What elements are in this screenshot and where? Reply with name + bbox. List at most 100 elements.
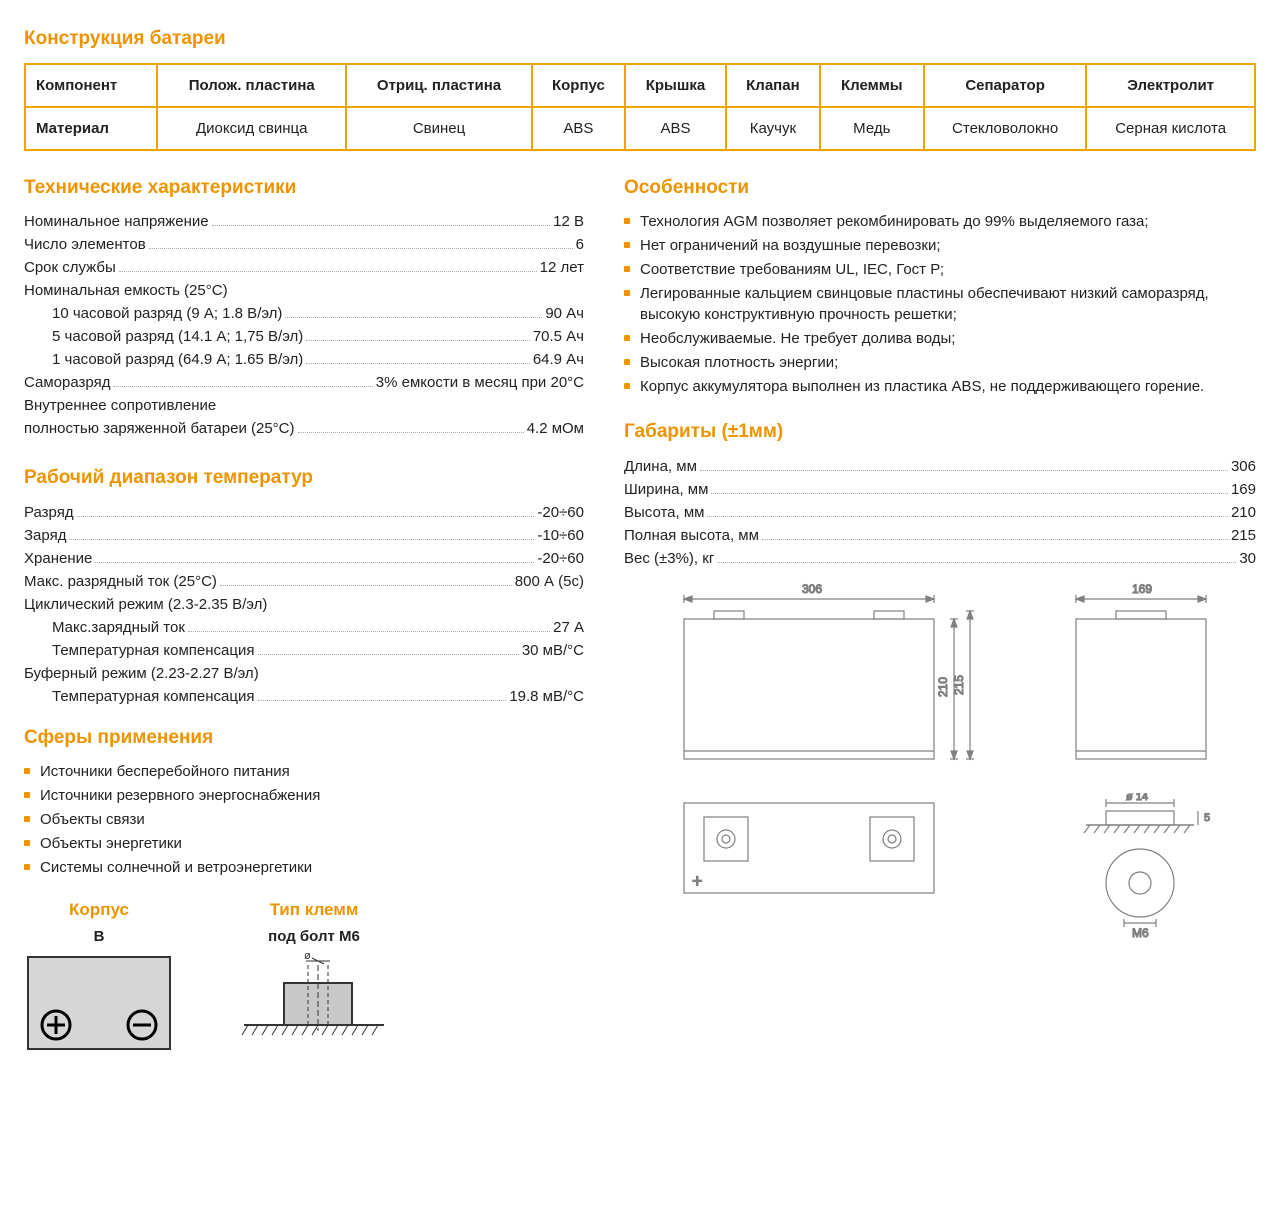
table-header: Сепаратор — [924, 64, 1086, 107]
case-diagram-subtitle: B — [24, 926, 174, 947]
spec-label: 1 часовой разряд (64.9 А; 1.65 В/эл) — [52, 349, 303, 370]
spec-label: полностью заряженной батареи (25°С) — [24, 418, 295, 439]
spec-label: Температурная компенсация — [52, 686, 255, 707]
list-item: Соответствие требованиям UL, IEC, Гост Р… — [624, 259, 1256, 280]
svg-text:M6: M6 — [1132, 926, 1149, 940]
spec-line: 1 часовой разряд (64.9 А; 1.65 В/эл) 64.9… — [24, 349, 584, 370]
spec-label: Хранение — [24, 548, 92, 569]
spec-label: Макс. разрядный ток (25°С) — [24, 571, 217, 592]
leader-dots — [717, 562, 1236, 563]
table-cell: Медь — [820, 107, 924, 150]
case-icon — [24, 953, 174, 1053]
spec-label: Номинальная емкость (25°С) — [24, 280, 584, 301]
top-view-drawing: + — [654, 793, 984, 903]
leader-dots — [258, 700, 507, 701]
spec-label: Буферный режим (2.23-2.27 В/эл) — [24, 663, 584, 684]
spec-label: Полная высота, мм — [624, 525, 759, 546]
spec-line: полностью заряженной батареи (25°С)4.2 м… — [24, 418, 584, 439]
table-cell: Свинец — [346, 107, 532, 150]
spec-value: 169 — [1231, 479, 1256, 500]
spec-line: Разряд -20÷60 — [24, 502, 584, 523]
leader-dots — [149, 248, 573, 249]
leader-dots — [212, 225, 551, 226]
spec-line: Высота, мм 210 — [624, 502, 1256, 523]
side-view-drawing: 169 — [1056, 581, 1226, 781]
construction-title: Конструкция батареи — [24, 26, 1256, 53]
case-diagram: Корпус B — [24, 898, 174, 1053]
table-header: Крышка — [625, 64, 726, 107]
terminal-diagram-subtitle: под болт M6 — [234, 926, 394, 947]
spec-line: Срок службы12 лет — [24, 257, 584, 278]
table-header: Отриц. пластина — [346, 64, 532, 107]
spec-value: -20÷60 — [537, 502, 584, 523]
table-header: Клеммы — [820, 64, 924, 107]
leader-dots — [711, 493, 1228, 494]
spec-value: 30 — [1239, 548, 1256, 569]
table-header: Клапан — [726, 64, 820, 107]
table-cell: Серная кислота — [1086, 107, 1255, 150]
spec-value: 19.8 мВ/°С — [509, 686, 584, 707]
construction-table: КомпонентПолож. пластинаОтриц. пластинаК… — [24, 63, 1256, 151]
spec-line: Макс. разрядный ток (25°С)800 А (5с) — [24, 571, 584, 592]
spec-value: 3% емкости в месяц при 20°С — [376, 372, 584, 393]
spec-label: Вес (±3%), кг — [624, 548, 714, 569]
specs-title: Технические характеристики — [24, 175, 584, 202]
case-diagram-title: Корпус — [24, 898, 174, 922]
spec-label: Высота, мм — [624, 502, 704, 523]
leader-dots — [188, 631, 550, 632]
svg-text:306: 306 — [802, 582, 822, 596]
leader-dots — [707, 516, 1227, 517]
dimensions-title: Габариты (±1мм) — [624, 419, 1256, 446]
terminal-diagram-title: Тип клемм — [234, 898, 394, 922]
dimensions-list: Длина, мм306Ширина, мм169Высота, мм210По… — [624, 456, 1256, 569]
table-cell: Диоксид свинца — [157, 107, 346, 150]
list-item: Объекты связи — [24, 809, 584, 830]
leader-dots — [258, 654, 519, 655]
spec-label: Внутреннее сопротивление — [24, 395, 584, 416]
spec-value: 210 — [1231, 502, 1256, 523]
svg-text:210: 210 — [936, 676, 950, 696]
svg-text:+: + — [692, 871, 703, 891]
table-header: Корпус — [532, 64, 625, 107]
front-view-drawing: 306 210 215 — [654, 581, 984, 781]
leader-dots — [220, 585, 512, 586]
terminal-icon: ø — [234, 953, 394, 1053]
temps-title: Рабочий диапазон температур — [24, 465, 584, 492]
leader-dots — [69, 539, 534, 540]
row-label: Материал — [25, 107, 157, 150]
spec-value: -20÷60 — [537, 548, 584, 569]
spec-value: 215 — [1231, 525, 1256, 546]
spec-line: Температурная компенсация 19.8 мВ/°С — [24, 686, 584, 707]
svg-text:ø 14: ø 14 — [1126, 793, 1148, 803]
list-item: Системы солнечной и ветроэнергетики — [24, 857, 584, 878]
spec-label: Разряд — [24, 502, 74, 523]
spec-label: Температурная компенсация — [52, 640, 255, 661]
spec-line: 10 часовой разряд (9 А; 1.8 В/эл)90 Ач — [24, 303, 584, 324]
leader-dots — [77, 516, 535, 517]
spec-value: 12 В — [553, 211, 584, 232]
list-item: Технология AGM позволяет рекомбинировать… — [624, 211, 1256, 232]
spec-line: Макс.зарядный ток27 А — [24, 617, 584, 638]
spec-label: Макс.зарядный ток — [52, 617, 185, 638]
list-item: Необслуживаемые. Не требует долива воды; — [624, 328, 1256, 349]
terminal-detail-drawing: ø 14 5 — [1056, 793, 1226, 943]
list-item: Объекты энергетики — [24, 833, 584, 854]
svg-text:169: 169 — [1132, 582, 1152, 596]
spec-line: Номинальное напряжение12 В — [24, 211, 584, 232]
leader-dots — [285, 317, 542, 318]
spec-line: Заряд-10÷60 — [24, 525, 584, 546]
spec-value: 64.9 Ач — [533, 349, 584, 370]
list-item: Нет ограничений на воздушные перевозки; — [624, 235, 1256, 256]
features-list: Технология AGM позволяет рекомбинировать… — [624, 211, 1256, 397]
svg-text:ø: ø — [304, 953, 311, 962]
spec-label: 10 часовой разряд (9 А; 1.8 В/эл) — [52, 303, 282, 324]
spec-line: Полная высота, мм 215 — [624, 525, 1256, 546]
features-title: Особенности — [624, 175, 1256, 202]
list-item: Легированные кальцием свинцовые пластины… — [624, 283, 1256, 325]
spec-line: 5 часовой разряд (14.1 А; 1,75 В/эл)70.5… — [24, 326, 584, 347]
list-item: Источники бесперебойного питания — [24, 761, 584, 782]
leader-dots — [762, 539, 1228, 540]
leader-dots — [95, 562, 534, 563]
spec-label: 5 часовой разряд (14.1 А; 1,75 В/эл) — [52, 326, 303, 347]
applications-title: Сферы применения — [24, 725, 584, 752]
